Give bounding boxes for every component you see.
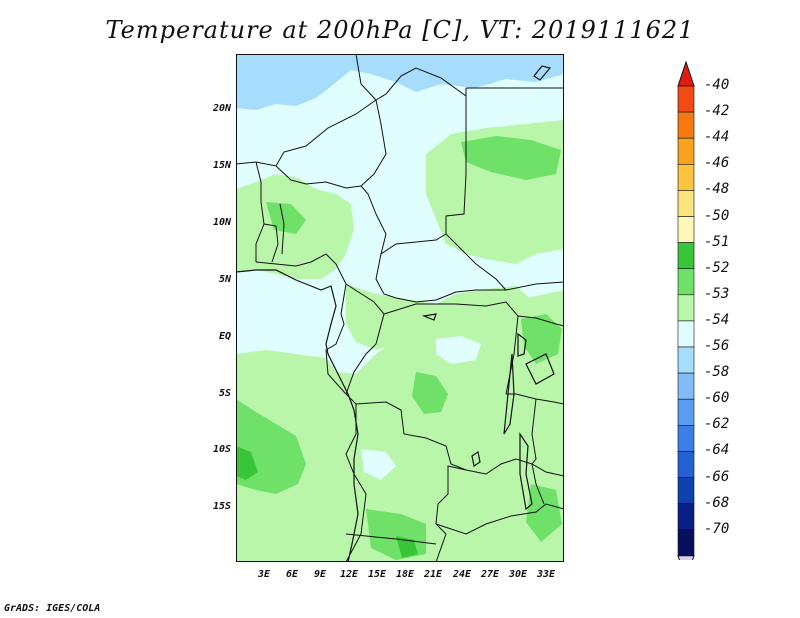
field-cyan-1 — [436, 336, 481, 364]
lon-label: 33E — [536, 569, 556, 580]
lon-label: 18E — [395, 569, 415, 580]
colorbar-segment — [677, 111, 695, 139]
credit-footer: GrADS: IGES/COLA — [4, 603, 101, 614]
colorbar-arrow-top — [677, 60, 695, 87]
colorbar-segment — [677, 164, 695, 191]
lat-label: EQ — [218, 331, 231, 342]
lat-label: 5S — [218, 388, 231, 399]
field-green-center — [346, 284, 536, 350]
lon-label: 9E — [313, 569, 327, 580]
map-canvas — [236, 54, 564, 562]
colorbar-segment — [677, 294, 695, 322]
lat-label: 20N — [212, 103, 231, 114]
colorbar-label: -42 — [704, 103, 730, 120]
map-frame — [236, 54, 564, 562]
colorbar-label: -54 — [704, 311, 730, 328]
colorbar-segment — [677, 85, 695, 113]
field-green-south — [236, 290, 564, 562]
lat-label: 15S — [212, 501, 231, 512]
coastlines — [236, 65, 555, 562]
colorbar-label: -44 — [704, 129, 730, 146]
colorbar-segment — [677, 451, 695, 478]
chart-title: Temperature at 200hPa [C], VT: 201911162… — [105, 16, 695, 44]
colorbar-label: -70 — [704, 520, 730, 537]
lon-label: 6E — [285, 569, 299, 580]
colorbar-label: -56 — [704, 338, 730, 354]
colorbar-segment — [677, 346, 695, 374]
colorbar-segment — [677, 190, 695, 217]
colorbar-segment — [677, 477, 695, 504]
lon-label: 27E — [480, 569, 500, 580]
colorbar-label: -66 — [704, 468, 730, 485]
colorbar-segment — [677, 268, 695, 296]
lon-label: 12E — [339, 569, 359, 580]
lon-label: 3E — [257, 569, 271, 580]
colorbar-label: -58 — [704, 364, 730, 381]
colorbar-segment — [677, 320, 695, 348]
lat-label: 5N — [218, 274, 231, 285]
colorbar-segment — [677, 242, 695, 270]
colorbar: -40 -42 -44 -46 -48 -50 -51 -52 -53 -54 -56 -58 -60 -… — [676, 60, 796, 560]
colorbar-label: -68 — [704, 494, 730, 511]
lat-label: 15N — [212, 160, 231, 171]
colorbar-label: -60 — [704, 390, 730, 407]
lon-label: 21E — [423, 569, 443, 580]
field-mid-green-e — [521, 314, 562, 364]
lon-label: 30E — [508, 569, 528, 580]
field-mid-green-ne — [461, 136, 561, 180]
field-mid-green-c — [412, 372, 448, 414]
colorbar-label: -40 — [704, 77, 730, 93]
colorbar-segment — [677, 424, 695, 452]
colorbar-label: -52 — [704, 259, 730, 276]
colorbar-label: -50 — [704, 207, 730, 224]
lat-label: 10N — [212, 217, 231, 228]
colorbar-segment — [677, 529, 695, 557]
lat-label: 10S — [212, 444, 231, 455]
colorbar-segment — [677, 137, 695, 165]
country-borders — [236, 54, 564, 562]
colorbar-segment — [677, 503, 695, 531]
colorbar-label: -46 — [704, 155, 730, 172]
lon-label: 15E — [367, 569, 387, 580]
field-cyan-2 — [361, 449, 396, 480]
colorbar-label: -48 — [704, 181, 730, 198]
colorbar-segment — [677, 372, 695, 400]
map-panel — [236, 54, 564, 562]
field-mid-green-se — [526, 484, 562, 542]
field-cyan-3 — [236, 274, 296, 324]
colorbar-label: -64 — [704, 442, 730, 459]
colorbar-label: -51 — [704, 233, 730, 250]
colorbar-bar — [677, 60, 695, 560]
field-dark-green-1 — [236, 446, 258, 480]
field-blue-north — [236, 54, 564, 110]
lon-label: 24E — [452, 569, 472, 580]
colorbar-segment — [677, 398, 695, 426]
colorbar-segment — [677, 216, 695, 243]
colorbar-label: -53 — [704, 285, 730, 302]
colorbar-arrow-bottom — [677, 555, 695, 560]
colorbar-label: -62 — [704, 416, 730, 433]
